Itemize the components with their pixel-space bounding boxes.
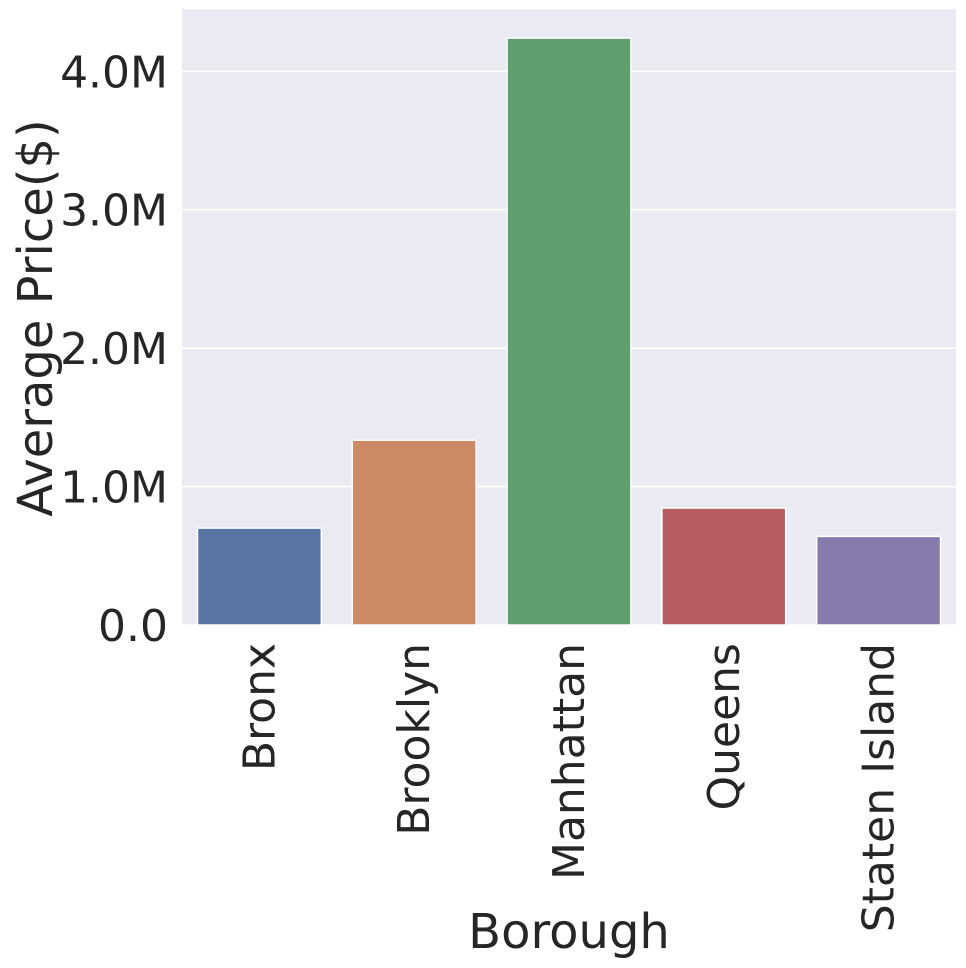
bar-queens (661, 507, 787, 626)
y-axis-label: Average Price($) (8, 119, 64, 516)
x-tick-label: Bronx (234, 643, 285, 771)
x-tick-label: Manhattan (544, 643, 595, 880)
bar-manhattan (506, 37, 632, 626)
bar-bronx (196, 527, 323, 626)
x-tick-label: Brooklyn (389, 643, 440, 836)
x-tick-label: Queens (699, 643, 750, 810)
bar-brooklyn (351, 439, 477, 626)
y-tick-label: 0.0 (98, 601, 168, 652)
x-tick-label: Staten Island (854, 643, 905, 932)
bar-staten-island (815, 535, 942, 626)
y-tick-label: 1.0M (60, 463, 168, 514)
y-tick-label: 3.0M (60, 186, 168, 237)
bars (196, 37, 942, 626)
x-axis-ticks: Bronx Brooklyn Manhattan Queens Staten Islan… (234, 643, 904, 932)
y-tick-label: 4.0M (60, 47, 168, 98)
y-axis-ticks: 0.0 1.0M 2.0M 3.0M 4.0M (60, 47, 168, 652)
y-tick-label: 2.0M (60, 324, 168, 375)
x-axis-label: Borough (468, 904, 670, 960)
